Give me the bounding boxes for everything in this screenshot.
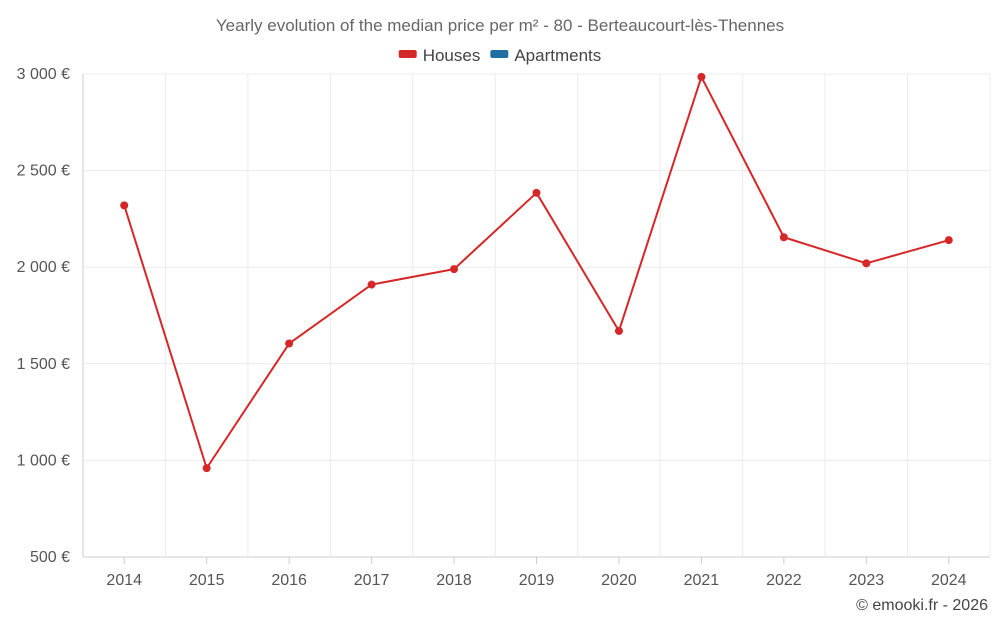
data-point — [120, 201, 129, 210]
x-axis-ticks: 2014 2015 2016 2017 2018 2019 2020 2021 2022 2023… — [106, 557, 967, 589]
legend-swatch-apartments — [490, 50, 509, 58]
y-tick-label: 3 000 € — [17, 66, 70, 83]
x-tick-label: 2024 — [931, 572, 967, 589]
data-point — [697, 72, 706, 81]
x-tick-label: 2018 — [436, 572, 472, 589]
y-tick-label: 500 € — [30, 549, 70, 566]
chart-title: Yearly evolution of the median price per… — [216, 16, 784, 35]
y-tick-label: 1 000 € — [17, 452, 70, 469]
legend-swatch-houses — [398, 50, 417, 58]
x-tick-label: 2020 — [601, 572, 637, 589]
data-point — [614, 326, 623, 335]
data-point — [532, 188, 541, 197]
legend: Houses Apartments — [398, 46, 601, 65]
x-tick-label: 2016 — [271, 572, 307, 589]
data-point — [944, 236, 953, 245]
series-layer — [120, 72, 953, 473]
legend-label: Houses — [423, 46, 481, 65]
data-point — [367, 280, 376, 289]
x-tick-label: 2023 — [849, 572, 885, 589]
data-point — [285, 339, 294, 348]
x-tick-label: 2014 — [106, 572, 142, 589]
data-point — [862, 259, 871, 268]
x-tick-label: 2021 — [684, 572, 720, 589]
data-point — [779, 233, 788, 242]
x-tick-label: 2015 — [189, 572, 225, 589]
x-tick-label: 2017 — [354, 572, 390, 589]
grid — [82, 73, 991, 558]
x-tick-label: 2022 — [766, 572, 802, 589]
y-tick-label: 1 500 € — [17, 356, 70, 373]
credit-text: © emooki.fr - 2026 — [856, 597, 988, 614]
legend-label: Apartments — [514, 46, 601, 65]
y-tick-label: 2 500 € — [17, 163, 70, 180]
y-axis-ticks: 500 € 1 000 € 1 500 € 2 000 € 2 500 € 3 000 € — [17, 66, 70, 566]
data-point — [202, 464, 211, 473]
x-tick-label: 2019 — [519, 572, 555, 589]
y-tick-label: 2 000 € — [17, 259, 70, 276]
data-point — [450, 265, 459, 274]
